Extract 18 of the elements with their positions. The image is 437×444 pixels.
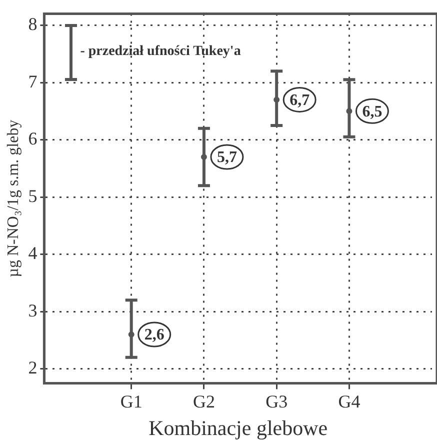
data-label: 2,6 bbox=[144, 326, 164, 344]
y-axis-title: µg N-NO₃/1g s.m. gleby bbox=[4, 120, 22, 278]
y-tick-label: 5 bbox=[28, 186, 38, 206]
y-tick-label: 4 bbox=[28, 243, 38, 264]
y-tick-label: 3 bbox=[28, 300, 38, 320]
data-label: 6,5 bbox=[362, 103, 382, 120]
x-tick-label: G1 bbox=[120, 392, 142, 412]
y-tick-label: 2 bbox=[28, 358, 38, 378]
data-label: 5,7 bbox=[216, 149, 237, 166]
text: - przedział ufności Tukey'a bbox=[80, 44, 241, 60]
data-label: 6,7 bbox=[290, 92, 310, 109]
y-tick-label: 8 bbox=[28, 14, 38, 34]
x-tick-label: G4 bbox=[338, 392, 360, 412]
x-tick-label: G3 bbox=[266, 392, 288, 412]
x-axis-title: Kombinacje glebowe bbox=[148, 416, 328, 440]
y-tick-label: 7 bbox=[28, 71, 38, 92]
y-tick-label: 6 bbox=[28, 128, 38, 149]
x-tick-label: G2 bbox=[192, 392, 215, 412]
